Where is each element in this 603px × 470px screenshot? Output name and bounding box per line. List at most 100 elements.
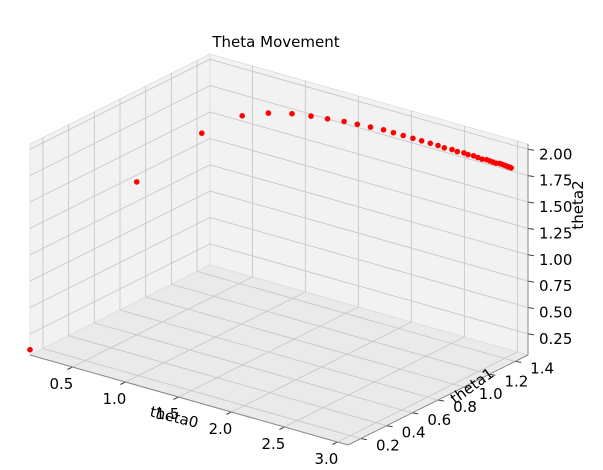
- data-point-3: [239, 113, 245, 119]
- z-tick-mark: [527, 254, 535, 257]
- x-tick-label-1: 1.0: [102, 390, 126, 408]
- z-tick-mark: [527, 333, 535, 336]
- panes: [28, 53, 530, 446]
- x-axis-line: [29, 354, 349, 446]
- x-tick-mark: [332, 441, 338, 445]
- tick-labels: 0.51.01.52.02.53.00.20.40.60.81.01.21.40…: [49, 145, 572, 468]
- data-point-23: [470, 153, 477, 159]
- data-point-6: [308, 113, 314, 119]
- data-point-5: [289, 110, 295, 117]
- y-tick-label-6: 1.4: [530, 359, 554, 377]
- data-point-22: [465, 151, 471, 158]
- data-point-21: [461, 150, 467, 156]
- x-tick-mark: [173, 396, 179, 400]
- z-tick-label-2: 0.75: [539, 277, 572, 295]
- z-grid-left: [29, 164, 211, 256]
- z-grid-left: [29, 243, 211, 335]
- data-point-13: [400, 132, 407, 139]
- y-tick-mark: [386, 425, 393, 428]
- z-tick-mark: [527, 201, 535, 204]
- x-tick-mark: [226, 411, 232, 415]
- x-tick-mark: [279, 426, 285, 430]
- z-tick-mark: [527, 280, 535, 283]
- z-grid-back: [209, 137, 529, 229]
- z-grid-back: [209, 58, 529, 150]
- data-point-19: [449, 146, 455, 153]
- y-tick-mark: [437, 399, 445, 402]
- z-tick-label-6: 1.75: [539, 172, 572, 190]
- y-tick-mark: [412, 412, 419, 415]
- z-tick-mark: [527, 175, 535, 178]
- data-point-8: [341, 118, 347, 125]
- y-grid-floor: [42, 348, 362, 440]
- x-tick-label-3: 2.0: [208, 420, 232, 438]
- z-tick-label-1: 0.50: [539, 304, 572, 322]
- y-tick-mark: [515, 360, 522, 363]
- data-point-25: [479, 156, 485, 162]
- z-tick-mark: [527, 148, 535, 151]
- data-point-7: [324, 116, 331, 122]
- z-grid-left: [29, 137, 211, 229]
- data-point-15: [418, 138, 425, 144]
- y-tick-mark: [463, 386, 470, 389]
- data-point-2: [199, 130, 205, 136]
- data-point-24: [475, 154, 481, 161]
- data-point-11: [380, 127, 387, 133]
- y-tick-label-3: 0.8: [453, 398, 477, 416]
- data-point-20: [454, 148, 461, 155]
- z-grid-left: [29, 190, 211, 282]
- y-tick-label-5: 1.2: [504, 372, 528, 390]
- x-tick-label-0: 0.5: [49, 375, 73, 393]
- y-axis-line: [347, 354, 529, 446]
- z-tick-mark: [527, 307, 535, 309]
- x-tick-label-5: 3.0: [314, 450, 338, 468]
- y-grid-floor: [145, 296, 464, 388]
- z-tick-label-7: 2.00: [539, 145, 572, 163]
- data-point-14: [410, 135, 416, 142]
- data-point-1: [133, 179, 140, 185]
- z-axis-label: theta2: [569, 180, 587, 229]
- y-grid-floor: [94, 322, 413, 414]
- data-point-9: [354, 121, 361, 128]
- x-tick-mark: [120, 381, 126, 385]
- z-grid-left: [29, 217, 211, 308]
- z-grid-left: [29, 111, 211, 203]
- data-point-37: [508, 165, 514, 171]
- data-point-10: [367, 124, 374, 130]
- y-tick-label-0: 0.2: [376, 437, 400, 455]
- z-grid-back: [209, 164, 529, 256]
- z-grid-back: [209, 85, 529, 177]
- y-tick-mark: [360, 438, 367, 441]
- y-tick-label-2: 0.6: [427, 411, 451, 429]
- z-tick-label-0: 0.25: [539, 330, 572, 348]
- y-grid-floor: [196, 270, 516, 362]
- y-tick-label-4: 1.0: [479, 385, 503, 403]
- z-grid-back: [209, 217, 529, 308]
- x-tick-label-4: 2.5: [261, 435, 285, 453]
- x-tick-mark: [67, 366, 73, 370]
- data-point-16: [427, 140, 434, 147]
- data-point-4: [265, 110, 272, 116]
- z-tick-label-4: 1.25: [539, 224, 572, 242]
- z-tick-label-3: 1.00: [539, 251, 572, 269]
- y-tick-mark: [489, 373, 496, 376]
- data-point-0: [27, 346, 33, 353]
- z-grid-back: [209, 111, 529, 203]
- y-tick-label-1: 0.4: [402, 424, 426, 442]
- z-grid-back: [209, 243, 529, 335]
- data-point-17: [435, 142, 441, 149]
- z-tick-label-5: 1.50: [539, 198, 572, 216]
- gridlines: [29, 58, 535, 446]
- data-point-12: [390, 129, 397, 136]
- z-grid-left: [29, 58, 211, 150]
- chart-title: Theta Movement: [211, 33, 339, 51]
- x-axis-label: theta0: [148, 402, 200, 431]
- data-points: [27, 110, 514, 353]
- z-grid-back: [209, 190, 529, 282]
- y-grid-floor: [119, 309, 439, 401]
- z-grid-left: [29, 85, 211, 177]
- y-grid-floor: [68, 335, 387, 427]
- x-tick-label-2: 1.5: [155, 405, 179, 423]
